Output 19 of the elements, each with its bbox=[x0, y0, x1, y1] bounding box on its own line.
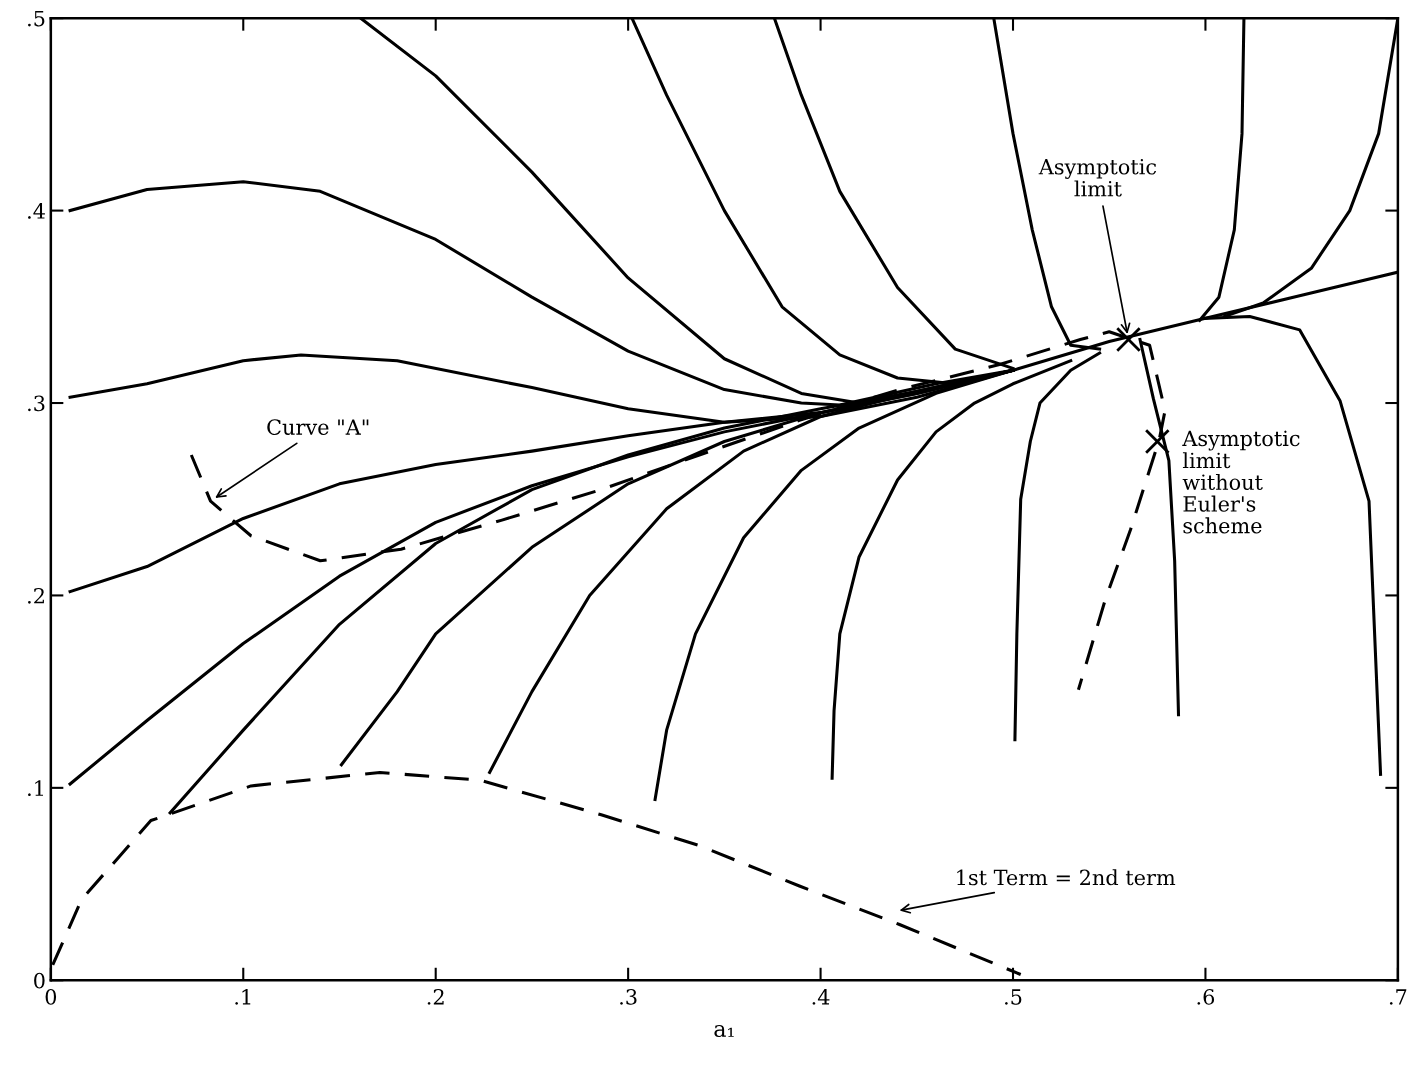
y-tick-label: .4 bbox=[28, 203, 45, 219]
x-tick-label: .4 bbox=[812, 988, 830, 1005]
y-tick-label: 0 bbox=[34, 972, 45, 989]
y-tick-label: .1 bbox=[28, 780, 44, 797]
annotation: Asymptotic limit without Euler's scheme bbox=[1182, 430, 1300, 534]
x-tick-label: .6 bbox=[1197, 988, 1215, 1005]
x-tick-label: .3 bbox=[620, 988, 637, 1005]
annotation: 1st Term = 2nd term bbox=[957, 869, 1176, 886]
x-tick-label: 0 bbox=[45, 988, 57, 1005]
y-tick-label: .5 bbox=[28, 10, 45, 27]
x-tick-label: .5 bbox=[1005, 989, 1022, 1005]
x-tick-label: .7 bbox=[1389, 989, 1407, 1005]
y-tick-label: .3 bbox=[28, 395, 45, 412]
annotation: Asymptotic limit bbox=[1038, 158, 1157, 197]
y-tick-label: .2 bbox=[28, 587, 44, 604]
x-tick-label: .1 bbox=[235, 988, 251, 1005]
x-tick-label: .2 bbox=[427, 988, 444, 1005]
annotation: Curve "A" bbox=[267, 419, 369, 435]
x-axis-title: a₁ bbox=[714, 1024, 734, 1038]
